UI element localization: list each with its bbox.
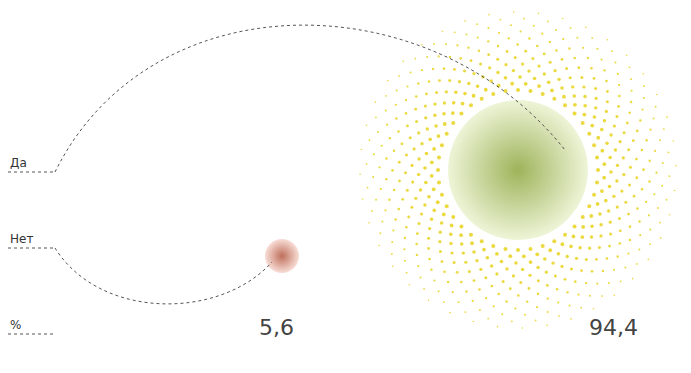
svg-text:94,4: 94,4 [589,315,638,340]
svg-text:Нет: Нет [10,232,33,246]
svg-text:5,6: 5,6 [259,315,294,340]
svg-text:%: % [10,318,21,332]
svg-text:Да: Да [10,156,27,170]
